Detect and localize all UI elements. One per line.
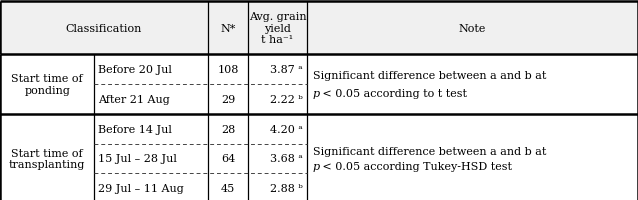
- Text: Before 14 Jul: Before 14 Jul: [98, 124, 172, 134]
- Text: 45: 45: [221, 183, 235, 193]
- Text: 4.20 ᵃ: 4.20 ᵃ: [270, 124, 303, 134]
- Text: Classification: Classification: [66, 24, 142, 33]
- Text: 15 Jul – 28 Jul: 15 Jul – 28 Jul: [98, 154, 177, 164]
- Text: N*: N*: [220, 24, 236, 33]
- Bar: [0, 2, 638, 55]
- Text: p: p: [313, 88, 320, 98]
- Text: 3.68 ᵃ: 3.68 ᵃ: [270, 154, 303, 164]
- Text: 2.22 ᵇ: 2.22 ᵇ: [270, 94, 303, 104]
- Text: p: p: [313, 161, 320, 171]
- Text: Before 20 Jul: Before 20 Jul: [98, 65, 172, 75]
- Text: Start time of
transplanting: Start time of transplanting: [9, 148, 85, 169]
- Text: Note: Note: [459, 24, 486, 33]
- Text: After 21 Aug: After 21 Aug: [98, 94, 170, 104]
- Text: 108: 108: [218, 65, 239, 75]
- Text: 29 Jul – 11 Aug: 29 Jul – 11 Aug: [98, 183, 184, 193]
- Text: 3.87 ᵃ: 3.87 ᵃ: [271, 65, 303, 75]
- Text: Start time of
ponding: Start time of ponding: [11, 74, 83, 95]
- Text: 64: 64: [221, 154, 235, 164]
- Text: < 0.05 according Tukey-HSD test: < 0.05 according Tukey-HSD test: [319, 161, 512, 171]
- Text: 28: 28: [221, 124, 235, 134]
- Text: Significant difference between a and b at: Significant difference between a and b a…: [313, 146, 546, 156]
- Text: 2.88 ᵇ: 2.88 ᵇ: [270, 183, 303, 193]
- Text: 29: 29: [221, 94, 235, 104]
- Text: Significant difference between a and b at: Significant difference between a and b a…: [313, 71, 546, 81]
- Text: Avg. grain
yield
t ha⁻¹: Avg. grain yield t ha⁻¹: [249, 12, 306, 45]
- Text: < 0.05 according to t test: < 0.05 according to t test: [319, 88, 467, 98]
